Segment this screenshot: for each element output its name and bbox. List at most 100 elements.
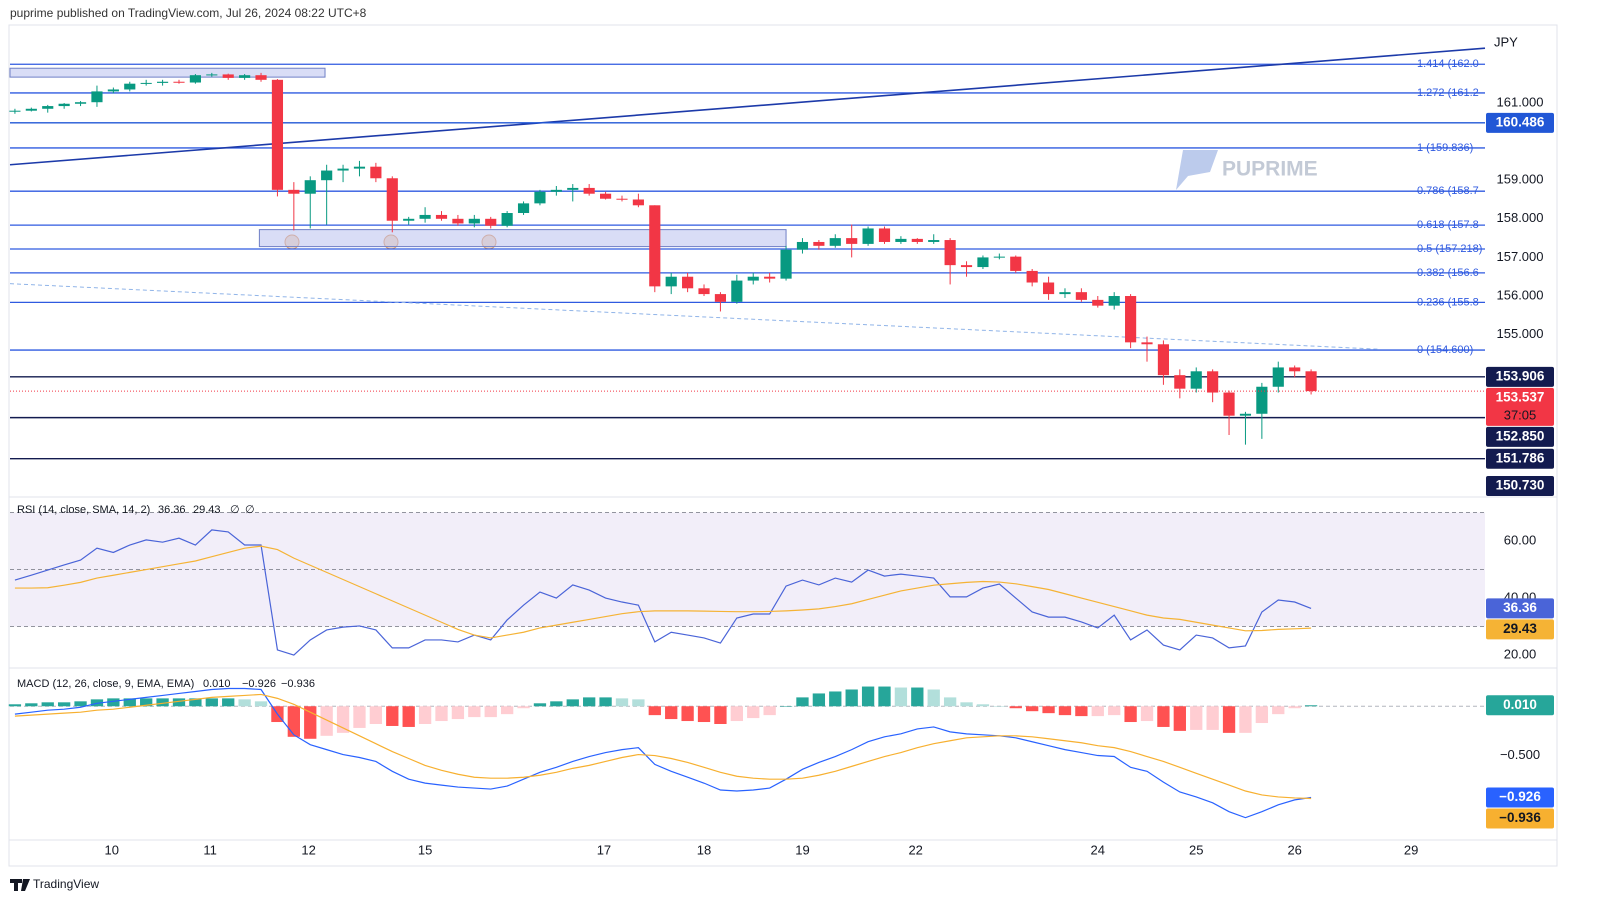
candle-body — [780, 249, 792, 279]
candle-body — [222, 74, 234, 78]
candle-body — [403, 218, 415, 221]
histogram-bar — [238, 699, 251, 707]
histogram-bar — [763, 706, 776, 716]
x-tick-label: 24 — [1091, 842, 1105, 857]
candle-body — [616, 198, 628, 200]
frame — [8, 24, 1558, 867]
candle-body — [1010, 256, 1022, 271]
legend-value: 29.43 — [193, 504, 221, 516]
histogram-bar — [845, 689, 858, 707]
histogram-bar — [369, 706, 383, 724]
histogram-bar — [1173, 706, 1186, 731]
candle-body — [600, 193, 612, 199]
candle-body — [960, 265, 973, 268]
x-tick-label: 12 — [301, 842, 315, 857]
fib-label: 0.382 (156.6 — [1417, 267, 1479, 279]
candle-body — [501, 213, 513, 226]
value-tag — [1486, 598, 1554, 619]
candle-body — [485, 218, 497, 226]
histogram-bar — [993, 706, 1006, 707]
histogram-bar — [714, 706, 727, 724]
histogram-bar — [1288, 706, 1301, 709]
candle-body — [829, 238, 841, 246]
candle-body — [977, 257, 989, 268]
legend-value: −0.936 — [281, 678, 315, 690]
value-tag — [1486, 619, 1554, 640]
price-tag-label: 150.730 — [1496, 478, 1545, 493]
candle-body — [386, 178, 398, 221]
value-tag-label: −0.926 — [1499, 789, 1541, 804]
candle-body — [1207, 371, 1219, 393]
histogram-bar — [107, 698, 120, 707]
histogram-bar — [353, 706, 366, 728]
histogram-bar — [960, 702, 973, 707]
histogram-bar — [894, 687, 908, 707]
histogram-bar — [1222, 706, 1236, 733]
histogram-bar — [730, 706, 743, 722]
x-tick-label: 26 — [1287, 842, 1301, 857]
histogram-bar — [1239, 706, 1252, 733]
value-tag — [1486, 695, 1554, 716]
candle-body — [91, 91, 103, 103]
histogram-bar — [779, 706, 793, 707]
candle-body — [731, 280, 743, 302]
fib-label: 0.236 (155.8 — [1417, 296, 1479, 308]
candle-body — [452, 218, 464, 224]
histogram-bar — [517, 706, 530, 709]
candle-body — [419, 214, 431, 219]
candle-body — [1108, 296, 1120, 306]
candle-body — [1289, 367, 1301, 372]
candle-body — [764, 276, 776, 279]
candle-body — [862, 228, 874, 244]
value-tag-label: −0.936 — [1499, 810, 1541, 825]
x-tick-label: 17 — [597, 842, 611, 857]
indicator-line — [14, 545, 1312, 639]
histogram-bar — [976, 704, 990, 707]
indicator-title: MACD (12, 26, close, 9, EMA, EMA) — [17, 678, 194, 690]
y-tick-label: 158.000 — [1497, 210, 1544, 225]
indicator-title: RSI (14, close, SMA, 14, 2) — [17, 504, 150, 516]
price-tag-label: 152.850 — [1496, 428, 1545, 443]
candle-body — [583, 187, 595, 194]
histogram-bar — [336, 706, 350, 733]
histogram-bar — [1075, 706, 1088, 717]
value-tag — [1486, 787, 1554, 808]
value-tag — [1486, 808, 1554, 829]
candle-body — [1125, 296, 1137, 343]
x-tick-label: 11 — [203, 842, 217, 857]
x-tick-label: 22 — [908, 842, 922, 857]
histogram-bar — [1157, 706, 1170, 727]
histogram-bar — [927, 689, 940, 707]
histogram-bar — [1042, 706, 1055, 714]
last-price-label: 153.537 — [1496, 389, 1545, 404]
histogram-bar — [222, 698, 235, 707]
histogram-bar — [402, 706, 415, 727]
candle-body — [1190, 371, 1202, 389]
price-tag — [1486, 112, 1554, 133]
value-tag-label: 0.010 — [1503, 697, 1537, 712]
price-tag — [1486, 476, 1554, 496]
candle-body — [239, 75, 251, 78]
histogram-bar — [1140, 706, 1154, 722]
last-price-tag — [1486, 387, 1554, 426]
y-tick-label: −0.500 — [1500, 747, 1540, 762]
histogram-bar — [943, 697, 957, 707]
histogram-bar — [1009, 706, 1022, 709]
x-tick-label: 10 — [104, 842, 118, 857]
histogram-bar — [861, 686, 875, 707]
histogram-bar — [550, 701, 563, 707]
histogram-bar — [648, 706, 661, 716]
candle-body — [337, 168, 349, 171]
price-tag-label: 153.906 — [1496, 368, 1545, 383]
x-tick-label: 15 — [418, 842, 432, 857]
candle-body — [567, 187, 579, 190]
histogram-bar — [41, 702, 54, 707]
histogram-bar — [386, 706, 399, 726]
y-tick-label: 60.00 — [1504, 532, 1537, 547]
candle-body — [846, 238, 858, 244]
fib-label: 1 (159.836) — [1417, 142, 1473, 154]
candle-body — [288, 189, 300, 194]
candle-body — [698, 288, 710, 295]
histogram-bar — [304, 706, 317, 739]
histogram-bar — [665, 706, 678, 720]
